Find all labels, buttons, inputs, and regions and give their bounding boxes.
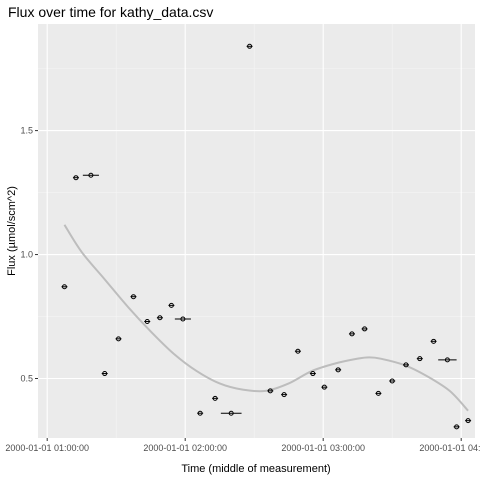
data-point (212, 395, 218, 401)
data-point (144, 318, 150, 324)
data-points (61, 43, 472, 430)
y-tick-label: 1.0 (20, 250, 33, 260)
data-point (321, 384, 327, 390)
data-point (310, 371, 316, 377)
data-point (116, 336, 121, 342)
data-point (335, 367, 341, 373)
data-point (444, 357, 450, 363)
data-point (197, 410, 203, 416)
x-tick-label: 2000-01-01 03:00:00 (281, 443, 365, 453)
minor-gridlines (38, 24, 475, 438)
y-tick-label: 1.5 (20, 126, 33, 136)
data-point (73, 175, 79, 181)
x-tick-label: 2000-01-01 04:00:00 (419, 443, 480, 453)
data-point (389, 378, 395, 384)
x-tick-label: 2000-01-01 01:00:00 (5, 443, 89, 453)
smooth-trend-line (63, 224, 469, 412)
data-point (454, 424, 460, 430)
x-axis-title: Time (middle of measurement) (181, 463, 330, 475)
data-point (375, 390, 381, 396)
data-point (281, 392, 287, 398)
data-point (417, 356, 423, 362)
data-point (465, 418, 471, 424)
data-point (228, 410, 234, 416)
data-point (362, 326, 368, 332)
plot-panel (38, 24, 475, 438)
x-axis: 2000-01-01 01:00:00 2000-01-01 02:00:00 20… (5, 438, 480, 453)
data-point (88, 172, 94, 178)
data-point (267, 388, 273, 394)
data-point (295, 348, 301, 354)
x-tick-label: 2000-01-01 02:00:00 (143, 443, 227, 453)
y-axis: 0.5 1.0 1.5 (20, 126, 38, 384)
data-point (130, 294, 136, 300)
data-point (168, 302, 174, 308)
data-point (61, 284, 67, 290)
y-tick-label: 0.5 (20, 374, 33, 384)
data-point (102, 371, 108, 377)
y-axis-title: Flux (µmol/scm^2) (6, 186, 18, 276)
data-point (431, 338, 437, 344)
major-gridlines (38, 24, 475, 438)
data-point (180, 316, 186, 322)
data-point (349, 331, 355, 337)
chart-title: Flux over time for kathy_data.csv (8, 4, 213, 20)
data-point (403, 362, 409, 368)
data-point (157, 315, 163, 321)
data-point (247, 43, 253, 49)
